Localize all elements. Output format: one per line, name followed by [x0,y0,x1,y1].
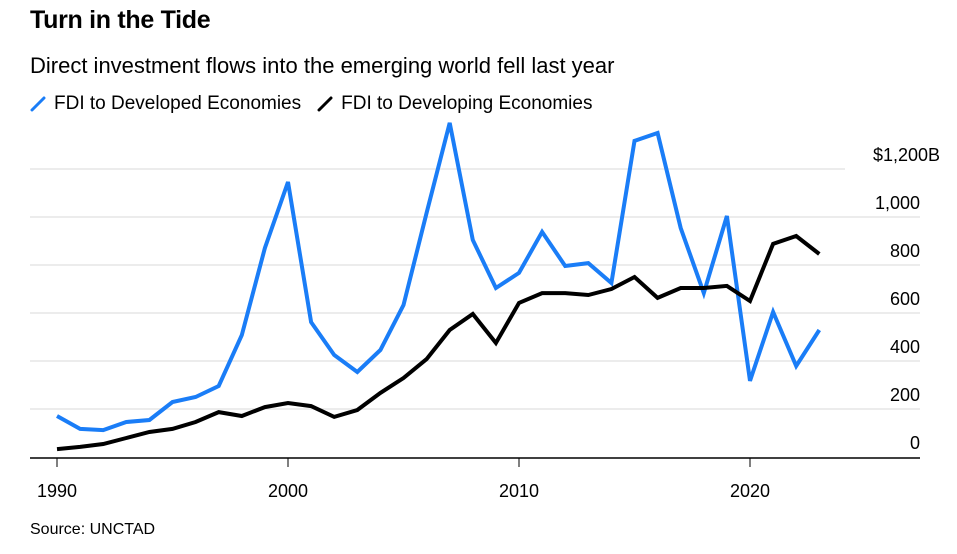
y-axis-labels: 0 200 400 600 800 1,000 $1,200B [873,145,940,453]
x-tick-label: 2020 [730,481,770,501]
legend-label-developing: FDI to Developing Economies [341,93,593,114]
series-line-developed [56,122,821,433]
x-tick-label: 1990 [37,481,77,501]
source-note: Source: UNCTAD [30,521,156,538]
legend-item-developed: FDI to Developed Economies [30,93,301,115]
series-lines [56,122,821,452]
legend-label-developed: FDI to Developed Economies [54,93,302,114]
diagonal-line-icon [30,96,46,112]
y-tick-label: 200 [890,385,920,405]
y-tick-label: 800 [890,241,920,261]
y-tick-label: 1,000 [875,193,920,213]
series-line-developing [56,233,821,452]
x-axis: 1990 2000 2010 2020 [30,457,920,501]
legend: FDI to Developed Economies FDI to Develo… [30,93,608,115]
diagonal-line-icon [317,96,333,112]
x-tick-label: 2000 [268,481,308,501]
gridlines [30,168,920,410]
x-tick-label: 2010 [499,481,539,501]
y-tick-label: 0 [910,433,920,453]
y-tick-label: 600 [890,289,920,309]
chart-subtitle: Direct investment flows into the emergin… [30,53,615,78]
y-tick-label: $1,200B [873,145,940,165]
y-tick-label: 400 [890,337,920,357]
legend-item-developing: FDI to Developing Economies [317,93,592,115]
chart-title: Turn in the Tide [30,6,211,34]
